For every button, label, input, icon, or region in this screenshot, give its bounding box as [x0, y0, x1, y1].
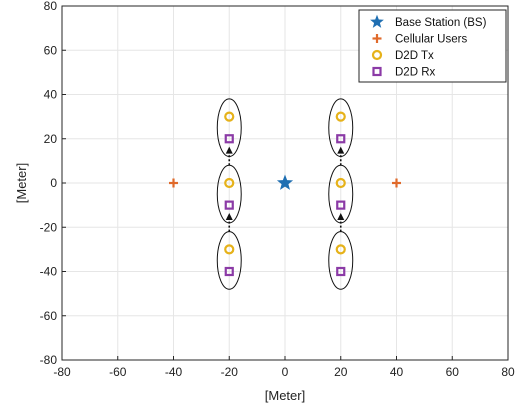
axis-ticks: -80 -60 -40 -20 0 20 40 60 80 -80 -60 -40 -20 0 20 40 60…	[40, 0, 515, 379]
d2d-tx-marker	[335, 177, 346, 189]
y-tick-label: 60	[44, 43, 58, 57]
legend: Base Station (BS) Cellular Users D2D Tx D2D…	[358, 9, 507, 83]
d2d-tx-marker	[335, 244, 346, 255]
d2d-tx-marker	[335, 111, 346, 122]
legend-entry-label: Cellular Users	[395, 34, 467, 46]
y-tick-label: 0	[50, 176, 57, 190]
d2d-rx-marker	[224, 134, 234, 144]
x-tick-label: -20	[221, 365, 239, 379]
legend-d2d-tx-marker	[371, 49, 383, 61]
x-axis-label: [Meter]	[265, 388, 305, 403]
y-tick-label: 40	[44, 88, 58, 102]
y-tick-label: 80	[44, 0, 58, 13]
arrow-head	[337, 146, 345, 154]
base-station-marker	[276, 174, 294, 190]
y-axis-label: [Meter]	[14, 163, 29, 203]
x-tick-label: 60	[446, 365, 460, 379]
d2d-rx-marker	[336, 200, 346, 210]
legend-d2d-rx-marker	[372, 66, 382, 77]
legend-box	[358, 9, 507, 83]
legend-cellular-user-marker	[372, 34, 382, 43]
x-tick-label: 0	[282, 365, 289, 379]
x-tick-label: 80	[501, 365, 515, 379]
y-tick-label: -60	[40, 309, 58, 323]
x-tick-label: 20	[334, 365, 348, 379]
y-tick-label: -20	[40, 220, 58, 234]
legend-entry-label: D2D Tx	[395, 50, 434, 62]
legend-base-station-marker	[370, 14, 384, 28]
cellular-user-marker	[169, 178, 178, 188]
arrow-head	[337, 212, 345, 220]
y-tick-label: 20	[44, 132, 58, 146]
d2d-tx-marker	[224, 111, 235, 122]
legend-entry-label: Base Station (BS)	[395, 17, 487, 29]
d2d-tx-marker	[224, 177, 235, 189]
x-tick-label: -80	[53, 365, 71, 379]
x-tick-label: -40	[165, 365, 183, 379]
data-marks	[169, 98, 401, 290]
x-tick-label: -60	[109, 365, 127, 379]
y-tick-label: -80	[40, 353, 58, 367]
x-tick-label: 40	[390, 365, 404, 379]
d2d-rx-marker	[336, 134, 346, 144]
d2d-rx-marker	[224, 200, 234, 210]
legend-entry-label: D2D Rx	[395, 67, 436, 79]
arrow-head	[225, 212, 233, 220]
d2d-rx-marker	[224, 266, 234, 277]
d2d-rx-marker	[336, 266, 346, 277]
y-tick-label: -40	[40, 265, 58, 279]
arrow-head	[225, 146, 233, 154]
cellular-user-marker	[392, 178, 401, 188]
d2d-tx-marker	[224, 244, 235, 255]
